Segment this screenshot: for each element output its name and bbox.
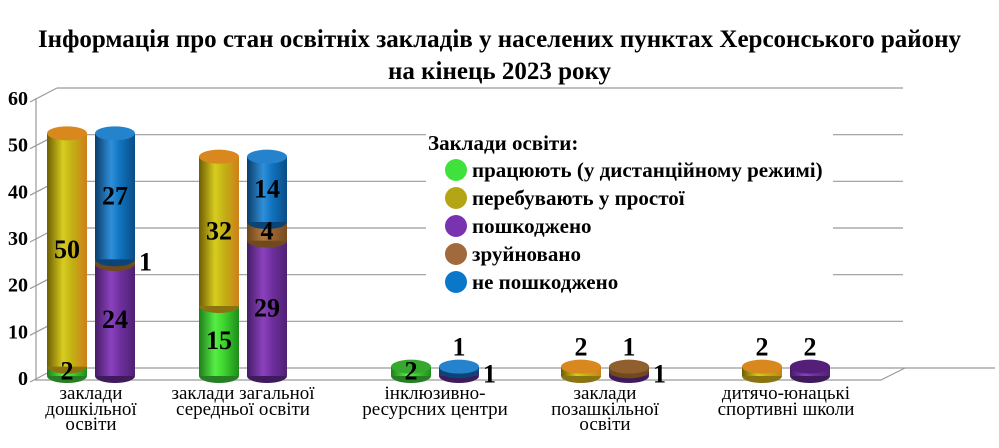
y-axis-tick-label: 10 xyxy=(8,321,28,343)
legend-item: пошкоджено xyxy=(428,212,823,240)
gridline-depth-tick xyxy=(29,87,58,103)
y-axis-tick-label: 30 xyxy=(8,228,28,250)
bar-value-label: 14 xyxy=(254,174,280,203)
bar-value-label: 2 xyxy=(575,333,588,362)
cylinder-segment xyxy=(199,305,239,376)
cylinder-top xyxy=(439,359,479,374)
y-axis-tick-label: 40 xyxy=(8,181,28,203)
legend-item: працюють (у дистанційному режимі) xyxy=(428,156,823,184)
cylinder-top xyxy=(609,359,649,374)
bar-value-label: 4 xyxy=(261,216,274,245)
legend-swatch-icon xyxy=(445,215,467,237)
legend-swatch-icon xyxy=(445,271,467,293)
cylinder-top xyxy=(561,359,601,374)
bar-value-label: 2 xyxy=(756,333,769,362)
legend-label: перебувають у простої xyxy=(472,185,685,210)
cylinder-top xyxy=(742,359,782,374)
bar-value-label: 1 xyxy=(483,360,496,389)
legend-item: перебувають у простої xyxy=(428,184,823,212)
chart-title-line1: Інформація про стан освітніх закладів у … xyxy=(37,26,962,53)
bar-value-label: 1 xyxy=(139,248,152,277)
cylinder-segment xyxy=(247,240,287,376)
legend-label: працюють (у дистанційному режимі) xyxy=(472,157,823,182)
bar-value-label: 15 xyxy=(206,326,232,355)
legend-swatch-icon xyxy=(445,187,467,209)
y-axis-tick-label: 20 xyxy=(8,275,28,297)
legend-item: не пошкоджено xyxy=(428,268,823,296)
cylinder-top xyxy=(391,359,431,374)
bar-value-label: 29 xyxy=(254,293,280,322)
legend: Заклади освіти: працюють (у дистанційном… xyxy=(426,128,833,302)
legend-label: пошкоджено xyxy=(472,213,592,238)
bar-value-label: 32 xyxy=(206,216,232,245)
bar-value-label: 24 xyxy=(102,305,128,334)
legend-item: зруйновано xyxy=(428,240,823,268)
legend-label: не пошкоджено xyxy=(472,269,619,294)
cylinder-segment xyxy=(95,133,135,260)
bar-value-label: 1 xyxy=(453,333,466,362)
legend-swatch-icon xyxy=(445,159,467,181)
cylinder-segment xyxy=(95,263,135,376)
cylinder-segment xyxy=(47,133,87,367)
y-axis-tick-label: 60 xyxy=(8,88,28,110)
cylinder-top xyxy=(95,126,135,141)
bar-value-label: 1 xyxy=(623,333,636,362)
chart-title-line2: на кінець 2023 року xyxy=(387,58,612,85)
floor-edge xyxy=(36,367,906,381)
bar-value-label: 2 xyxy=(804,333,817,362)
legend-swatch-icon xyxy=(445,243,467,265)
cylinder-top xyxy=(47,126,87,141)
bar-value-label: 27 xyxy=(102,181,128,210)
cylinder-top xyxy=(790,359,830,374)
cylinder-segment xyxy=(199,156,239,306)
legend-label: зруйновано xyxy=(472,241,581,266)
y-axis-tick-label: 50 xyxy=(8,135,28,157)
bar-value-label: 50 xyxy=(54,235,80,264)
bar-value-label: 2 xyxy=(405,356,418,385)
cylinder-top xyxy=(199,149,239,164)
cylinder-segment xyxy=(247,156,287,222)
bar-value-label: 2 xyxy=(61,356,74,385)
y-axis-tick-label: 0 xyxy=(18,368,28,390)
legend-header: Заклади освіти: xyxy=(428,131,579,155)
bar-value-label: 1 xyxy=(653,360,666,389)
cylinder-top xyxy=(247,149,287,164)
chart-title: Інформація про стан освітніх закладів у … xyxy=(0,24,999,88)
